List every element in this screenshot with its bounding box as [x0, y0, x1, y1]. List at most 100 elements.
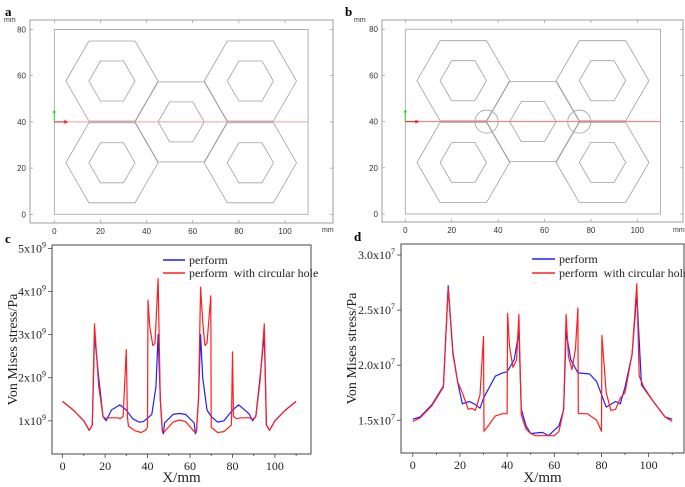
outer-hexagon — [555, 122, 650, 203]
inner-hexagon — [439, 142, 487, 183]
y-tick-label: 2x109 — [18, 370, 46, 385]
y-tick-label-base: 2.0x10 — [358, 358, 391, 372]
x-tick-label: 20 — [99, 459, 111, 473]
legend-label: perform with circular hole — [559, 266, 685, 280]
y-tick-label: 1.5x107 — [358, 412, 395, 427]
x-tick-label: 100 — [266, 459, 284, 473]
x-tick-label: 0 — [403, 226, 408, 235]
x-tick-label: 100 — [640, 458, 658, 472]
y-tick-label: 2.5x107 — [358, 302, 395, 317]
x-tick-label: 80 — [586, 226, 595, 235]
y-tick-label: 2.0x107 — [358, 357, 395, 372]
y-tick-label: 3.0x107 — [358, 247, 395, 262]
inner-hexagon — [578, 60, 627, 102]
y-tick-label-exponent: 7 — [391, 412, 395, 421]
series-line-perform-with-circular-hole — [62, 278, 297, 434]
y-tick-label-base: 4x10 — [18, 285, 42, 299]
inner-hexagon — [578, 142, 627, 183]
y-tick-label: 40 — [369, 118, 378, 127]
y-tick-label-base: 2.5x10 — [358, 303, 391, 317]
panel-label: b — [345, 4, 352, 19]
panel-label: a — [5, 4, 12, 19]
outer-hexagon — [203, 40, 297, 122]
panel-label: d — [354, 229, 362, 244]
legend-label: perform — [189, 253, 228, 267]
x-tick-label: 20 — [454, 458, 466, 472]
y-tick-label: 80 — [17, 26, 26, 35]
x-tick-label: 60 — [548, 458, 560, 472]
y-tick-label-exponent: 9 — [42, 240, 46, 249]
outer-hexagon — [416, 122, 511, 203]
x-tick-label: 0 — [60, 459, 66, 473]
legend-label: perform with circular hole — [189, 266, 318, 280]
y-tick-label: 80 — [369, 25, 378, 34]
y-tick-label-base: 1x10 — [18, 414, 42, 428]
axes-frame — [400, 243, 685, 454]
y-tick-label-base: 2x10 — [18, 371, 42, 385]
x-axis-arrow-head-icon — [415, 119, 420, 124]
axes-frame — [381, 19, 684, 223]
axes-frame — [51, 244, 312, 455]
y-unit-label: mm — [354, 17, 366, 24]
y-tick-label: 60 — [17, 72, 26, 81]
x-tick-label: 40 — [494, 226, 503, 235]
y-tick-label: 4x109 — [18, 284, 46, 299]
x-tick-label: 40 — [142, 459, 154, 473]
outer-hexagon — [416, 40, 511, 122]
series-line-perform — [412, 285, 673, 437]
y-tick-label-exponent: 7 — [391, 302, 395, 311]
y-tick-label-exponent: 7 — [391, 247, 395, 256]
y-tick-label: 0 — [22, 210, 27, 219]
legend-label: perform — [559, 252, 598, 266]
inner-hexagon — [88, 60, 136, 102]
y-axis-arrow-head-icon — [404, 110, 407, 113]
inner-hexagon — [226, 142, 274, 184]
y-axis-label: Von Mises stress/Pa — [345, 292, 360, 405]
x-tick-label: 0 — [410, 458, 416, 472]
y-tick-label-base: 3.0x10 — [358, 248, 391, 262]
panel-label: c — [5, 231, 11, 246]
x-tick-label: 0 — [52, 227, 57, 236]
y-tick-label: 20 — [369, 164, 378, 173]
outer-hexagon — [65, 122, 159, 204]
y-tick-label: 40 — [17, 118, 26, 127]
x-tick-label: 60 — [540, 226, 549, 235]
y-axis-arrow-head-icon — [53, 110, 56, 114]
y-tick-label-exponent: 7 — [391, 357, 395, 366]
x-tick-label: 100 — [631, 226, 645, 235]
outer-hexagon — [65, 40, 159, 122]
y-tick-label: 3x109 — [18, 327, 46, 342]
x-tick-label: 100 — [278, 227, 292, 236]
x-axis-arrow-head-icon — [64, 119, 69, 124]
x-tick-label: 80 — [226, 459, 238, 473]
y-tick-label-base: 5x10 — [18, 241, 42, 255]
y-tick-label: 5x109 — [18, 240, 46, 255]
y-tick-label: 0 — [374, 210, 379, 219]
x-tick-label: 20 — [447, 226, 456, 235]
inner-hexagon — [226, 60, 274, 102]
axes-frame — [29, 19, 334, 224]
inner-hexagon — [88, 142, 136, 184]
y-unit-label: mm — [4, 17, 16, 24]
x-unit-label: mm — [673, 227, 685, 234]
y-tick-label-exponent: 9 — [42, 284, 46, 293]
x-tick-label: 60 — [188, 227, 197, 236]
x-tick-label: 20 — [96, 227, 105, 236]
x-axis-label: X/mm — [162, 470, 201, 486]
y-tick-label-base: 1.5x10 — [358, 413, 391, 427]
inner-hexagon — [439, 60, 487, 102]
panel-c: c0 20 40 60 80 1001x1092x1093x1094x1095x109X/… — [5, 231, 318, 486]
y-axis-label: Von Mises stress/Pa — [6, 293, 21, 406]
x-tick-label: 40 — [142, 227, 151, 236]
y-tick-label-base: 3x10 — [18, 328, 42, 342]
y-tick-label: 1x109 — [18, 413, 46, 428]
series-line-perform-with-circular-hole — [412, 283, 673, 437]
outer-hexagon — [203, 122, 297, 204]
x-axis-label: X/mm — [523, 470, 562, 486]
y-tick-label-exponent: 9 — [42, 370, 46, 379]
series-line-perform — [62, 334, 297, 435]
x-tick-label: 60 — [184, 459, 196, 473]
